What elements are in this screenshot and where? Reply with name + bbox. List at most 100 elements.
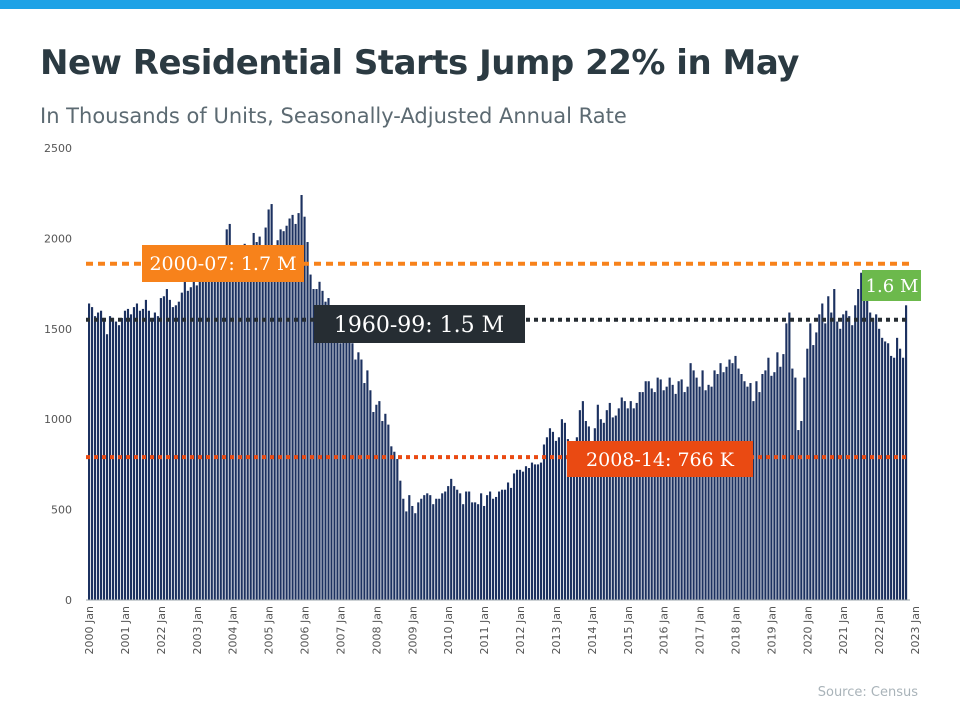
x-tick-label: 2022 Jan	[873, 606, 886, 654]
bar	[581, 401, 584, 600]
bar	[249, 251, 252, 600]
bar	[674, 393, 677, 600]
reference-label-2008-14: 2008-14: 766 K	[586, 449, 735, 471]
bar	[731, 363, 734, 600]
bar	[659, 379, 662, 600]
bar	[683, 392, 686, 600]
bar	[635, 402, 638, 600]
bar	[168, 299, 171, 600]
bar	[204, 272, 207, 600]
bar	[545, 437, 549, 600]
bar	[779, 366, 782, 600]
bar	[432, 504, 435, 600]
bar	[608, 402, 611, 600]
bar	[348, 339, 351, 600]
bar	[638, 392, 641, 600]
bar	[524, 466, 528, 600]
bar	[878, 328, 881, 600]
bar	[701, 370, 704, 600]
bar	[405, 511, 408, 600]
bar	[653, 392, 656, 600]
reference-label-1960-99: 1960-99: 1.5 M	[334, 313, 504, 338]
bar	[174, 305, 177, 600]
bar	[88, 303, 91, 600]
bar	[515, 469, 519, 600]
x-tick-label: 2006 Jan	[299, 606, 312, 654]
bar	[794, 377, 797, 600]
bar	[366, 370, 369, 600]
bar	[785, 323, 788, 600]
bar	[462, 504, 465, 600]
reference-label-2000-07: 2000-07: 1.7 M	[149, 253, 296, 275]
bar	[602, 422, 605, 600]
x-tick-label: 2022 Jan	[155, 606, 168, 654]
bar	[336, 307, 339, 600]
bar	[444, 491, 447, 600]
bar	[626, 408, 629, 600]
bar	[342, 341, 345, 600]
bar	[827, 296, 830, 600]
bar	[896, 337, 899, 600]
bar	[435, 498, 438, 600]
bar	[285, 225, 288, 601]
bar	[180, 292, 183, 600]
bar	[722, 372, 725, 600]
bar	[767, 357, 770, 600]
x-tick-label: 2003 Jan	[191, 606, 204, 654]
bar	[590, 446, 593, 600]
bar	[605, 410, 608, 600]
bar	[881, 337, 884, 600]
bar	[575, 437, 578, 600]
bar	[312, 289, 315, 600]
bar	[372, 411, 375, 600]
bar	[252, 232, 255, 601]
bar	[186, 290, 189, 600]
bar	[518, 469, 522, 600]
bar	[599, 419, 602, 600]
bar	[818, 314, 821, 600]
bar	[192, 274, 195, 600]
bar	[860, 272, 863, 600]
bar	[171, 307, 174, 600]
bar	[345, 330, 348, 600]
bar	[153, 312, 156, 600]
bar	[773, 372, 776, 600]
bar	[270, 204, 273, 601]
bar	[303, 216, 306, 600]
bar	[905, 305, 908, 600]
chart-title: New Residential Starts Jump 22% in May	[40, 43, 799, 83]
bar	[123, 310, 127, 600]
bar	[465, 491, 468, 600]
bar	[692, 370, 695, 600]
bar	[671, 384, 674, 600]
bar	[324, 301, 327, 600]
bar	[755, 381, 758, 600]
bar	[833, 289, 836, 600]
bar	[686, 386, 689, 600]
reference-label-2008-14-box	[567, 441, 753, 477]
bar	[207, 278, 210, 600]
x-tick-label: 2010 Jan	[442, 606, 455, 654]
bar	[551, 431, 555, 600]
x-axis: 2000 Jan 2001 Jan 2022 Jan 2003 Jan 2004 Jan…	[83, 606, 922, 654]
bar	[584, 421, 587, 600]
bar	[327, 298, 330, 600]
bar	[842, 314, 845, 600]
bar	[306, 242, 309, 600]
bar	[839, 328, 842, 600]
x-tick-label: 2019 Jan	[765, 606, 778, 654]
bar	[279, 229, 282, 601]
bar	[195, 285, 198, 600]
bar	[246, 247, 249, 600]
x-tick-label: 2020 Jan	[801, 606, 814, 654]
bar	[713, 370, 716, 600]
bar	[495, 496, 498, 600]
bar	[396, 458, 399, 600]
bar	[354, 359, 357, 600]
bar	[393, 451, 396, 600]
bar	[809, 323, 812, 600]
bar	[629, 401, 632, 600]
bar	[887, 343, 890, 600]
x-tick-label: 2001 Jan	[119, 606, 132, 654]
